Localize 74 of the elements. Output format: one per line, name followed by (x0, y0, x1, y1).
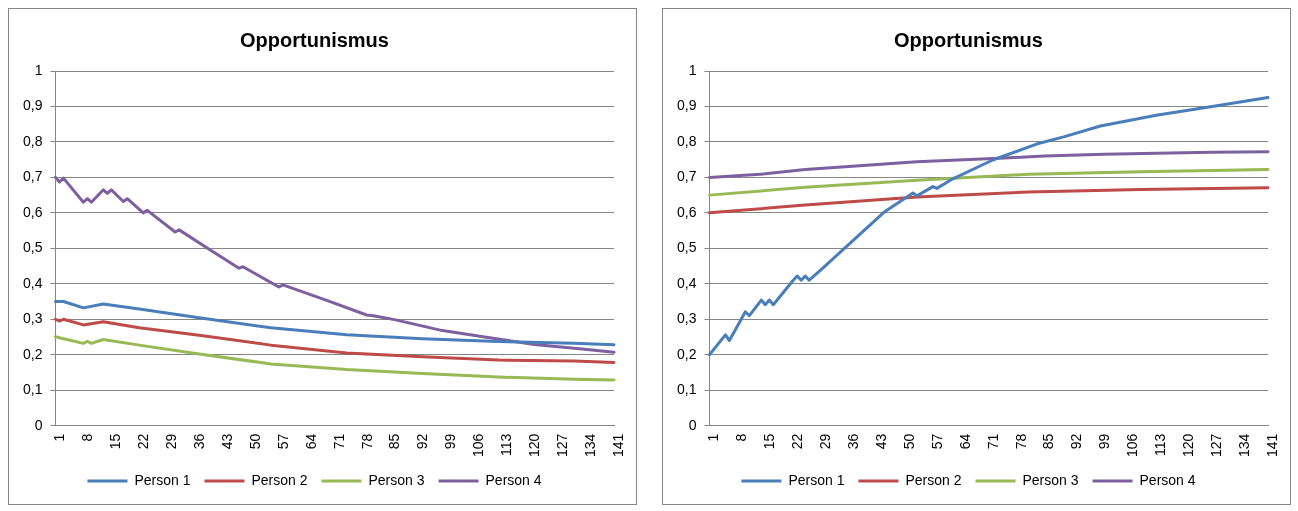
x-tick-label: 64 (956, 433, 973, 450)
x-tick-label: 1 (705, 433, 722, 442)
x-tick-label: 120 (1180, 433, 1197, 457)
y-tick-label: 0,9 (676, 97, 697, 114)
y-tick-label: 0,8 (676, 132, 697, 149)
x-tick-label: 29 (817, 433, 834, 450)
legend-label: Person 1 (788, 471, 845, 488)
x-tick-label: 120 (526, 433, 543, 457)
y-tick-label: 0,5 (22, 239, 43, 256)
x-tick-label: 78 (1012, 433, 1029, 450)
legend-label: Person 2 (905, 471, 962, 488)
y-tick-label: 0,1 (22, 381, 43, 398)
x-tick-label: 36 (844, 433, 861, 450)
legend-label: Person 3 (1022, 471, 1079, 488)
x-tick-label: 99 (1096, 433, 1113, 450)
chart-title: Opportunismus (894, 28, 1043, 51)
x-tick-label: 92 (1068, 433, 1085, 450)
chart-title: Opportunismus (240, 28, 389, 51)
y-tick-label: 1 (34, 61, 43, 78)
x-tick-label: 57 (928, 433, 945, 450)
x-tick-label: 106 (1124, 433, 1141, 457)
x-tick-label: 36 (190, 433, 207, 450)
x-tick-label: 92 (414, 433, 431, 450)
x-tick-label: 64 (302, 433, 319, 450)
x-tick-label: 113 (1152, 433, 1169, 456)
x-tick-label: 78 (358, 433, 375, 450)
x-tick-label: 22 (789, 433, 806, 450)
y-tick-label: 0,3 (676, 310, 697, 327)
y-tick-label: 0,3 (22, 310, 43, 327)
x-tick-label: 85 (386, 433, 403, 450)
x-tick-label: 134 (581, 433, 598, 457)
x-tick-label: 8 (79, 433, 96, 442)
y-tick-label: 0,8 (22, 132, 43, 149)
x-tick-label: 113 (498, 433, 515, 456)
x-tick-label: 8 (733, 433, 750, 442)
y-tick-label: 0,5 (676, 239, 697, 256)
x-tick-label: 50 (900, 433, 917, 450)
y-tick-label: 0 (34, 416, 43, 433)
y-tick-label: 1 (688, 61, 697, 78)
x-tick-label: 71 (984, 433, 1001, 450)
x-tick-label: 127 (1208, 433, 1225, 457)
x-tick-label: 15 (761, 433, 778, 450)
y-tick-label: 0,9 (22, 97, 43, 114)
x-tick-label: 85 (1040, 433, 1057, 450)
x-tick-label: 43 (872, 433, 889, 450)
x-tick-label: 1 (51, 433, 68, 442)
y-tick-label: 0 (688, 416, 697, 433)
legend-label: Person 3 (368, 471, 425, 488)
legend-label: Person 1 (134, 471, 191, 488)
y-tick-label: 0,1 (676, 381, 697, 398)
x-tick-label: 106 (470, 433, 487, 457)
x-tick-label: 15 (107, 433, 124, 450)
legend-label: Person 2 (251, 471, 308, 488)
y-tick-label: 0,6 (676, 203, 697, 220)
x-tick-label: 43 (218, 433, 235, 450)
y-tick-label: 0,4 (22, 274, 43, 291)
x-tick-label: 29 (163, 433, 180, 450)
y-tick-label: 0,4 (676, 274, 697, 291)
y-tick-label: 0,7 (22, 168, 43, 185)
y-tick-label: 0,2 (22, 345, 43, 362)
x-tick-label: 57 (274, 433, 291, 450)
y-tick-label: 0,2 (676, 345, 697, 362)
y-tick-label: 0,7 (676, 168, 697, 185)
x-tick-label: 134 (1235, 433, 1252, 457)
x-tick-label: 141 (1263, 433, 1280, 457)
y-tick-label: 0,6 (22, 203, 43, 220)
x-tick-label: 22 (135, 433, 152, 450)
x-tick-label: 50 (246, 433, 263, 450)
legend-label: Person 4 (1139, 471, 1196, 488)
x-tick-label: 71 (330, 433, 347, 450)
legend-label: Person 4 (485, 471, 542, 488)
x-tick-label: 127 (554, 433, 571, 457)
x-tick-label: 99 (442, 433, 459, 450)
x-tick-label: 141 (609, 433, 626, 457)
